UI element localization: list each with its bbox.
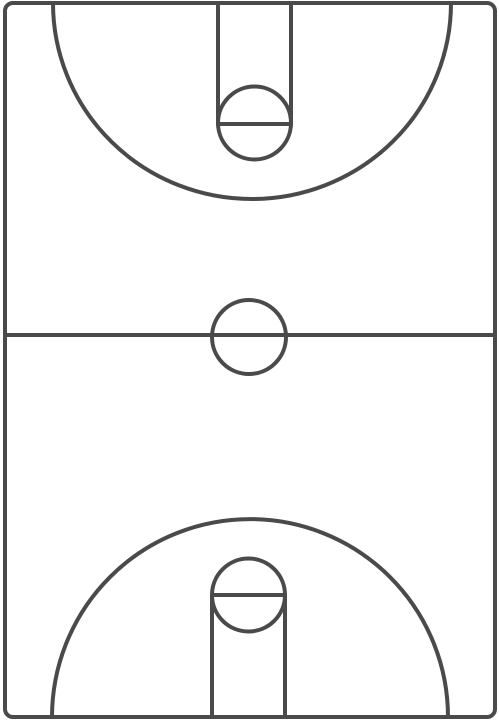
court-lines	[3, 1, 497, 719]
free-throw-circle-bottom	[210, 556, 287, 634]
court-boundary	[3, 1, 497, 719]
three-point-arc-top	[51, 1, 453, 201]
free-throw-circle-top	[216, 84, 293, 162]
center-circle	[210, 298, 288, 376]
three-point-arc-bottom	[50, 517, 450, 719]
